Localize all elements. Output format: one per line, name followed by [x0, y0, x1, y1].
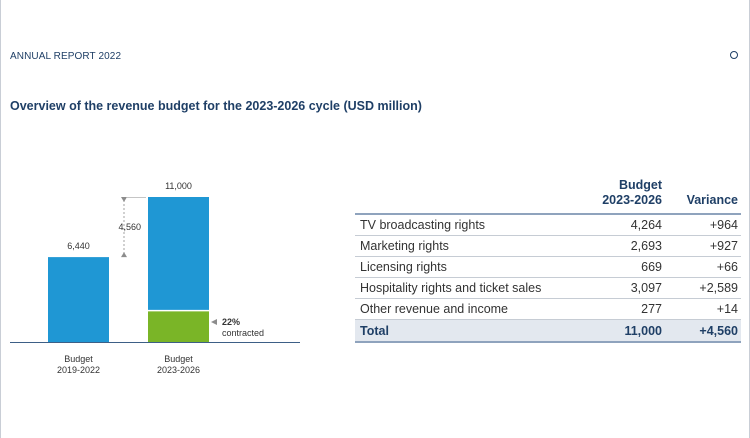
- category-label-line1: Budget: [64, 354, 93, 364]
- contracted-pointer-icon: [211, 319, 217, 326]
- total-variance: +4,560: [668, 319, 741, 343]
- budget-header-line2: 2023-2026: [602, 193, 662, 207]
- contracted-percent-label: 22%: [222, 317, 240, 327]
- variance-column-header: Variance: [668, 178, 741, 215]
- category-label-line2: 2023-2026: [157, 365, 200, 375]
- row-budget: 3,097: [572, 277, 668, 299]
- row-budget: 4,264: [572, 214, 668, 236]
- bar-contracted-segment: [148, 310, 209, 342]
- table-row: Hospitality rights and ticket sales 3,097…: [355, 277, 741, 299]
- increase-arrow-top-icon: [121, 197, 127, 202]
- row-variance: +964: [668, 214, 741, 236]
- table-row: Marketing rights 2,693 +927: [355, 235, 741, 257]
- revenue-table: Budget 2023-2026 Variance TV broadcastin…: [355, 178, 741, 343]
- row-variance: +927: [668, 235, 741, 257]
- increase-value-label: 4,560: [118, 222, 141, 232]
- row-budget: 2,693: [572, 235, 668, 257]
- chart-canvas: 6,440Budget2019-202211,000Budget2023-202…: [10, 181, 300, 375]
- bar-budget-2023-2026: [148, 197, 209, 311]
- row-variance: +14: [668, 298, 741, 320]
- category-label-line1: Budget: [164, 354, 193, 364]
- row-budget: 669: [572, 256, 668, 278]
- row-label: Hospitality rights and ticket sales: [355, 277, 572, 299]
- row-variance: +66: [668, 256, 741, 278]
- category-label-line2: 2019-2022: [57, 365, 100, 375]
- label-column-header: [355, 178, 572, 215]
- row-label: Licensing rights: [355, 256, 572, 278]
- bar-value-label: 6,440: [67, 241, 90, 251]
- row-variance: +2,589: [668, 277, 741, 299]
- row-label: Other revenue and income: [355, 298, 572, 320]
- table-total-row: Total 11,000 +4,560: [355, 319, 741, 343]
- budget-column-header: Budget 2023-2026: [572, 178, 668, 215]
- page-left-edge: [0, 0, 1, 438]
- bar-budget-2019-2022: [48, 257, 109, 342]
- increase-arrow-bottom-icon: [121, 252, 127, 258]
- table-header-row: Budget 2023-2026 Variance: [355, 178, 741, 215]
- budget-header-line1: Budget: [618, 178, 662, 192]
- row-label: TV broadcasting rights: [355, 214, 572, 236]
- nav-circle-icon[interactable]: [730, 51, 738, 59]
- row-budget: 277: [572, 298, 668, 320]
- report-label: ANNUAL REPORT 2022: [10, 51, 122, 62]
- bar-value-label: 11,000: [165, 181, 192, 191]
- table-body: TV broadcasting rights 4,264 +964 Marketing…: [355, 214, 741, 343]
- table-row: Licensing rights 669 +66: [355, 256, 741, 278]
- total-label: Total: [355, 319, 572, 343]
- total-budget: 11,000: [572, 319, 668, 343]
- table-row: TV broadcasting rights 4,264 +964: [355, 214, 741, 236]
- row-label: Marketing rights: [355, 235, 572, 257]
- table-row: Other revenue and income 277 +14: [355, 298, 741, 320]
- contracted-text-label: contracted: [222, 328, 264, 338]
- page-title: Overview of the revenue budget for the 2…: [10, 99, 422, 113]
- revenue-bar-chart: 6,440 Budget 2019-2022 11,000 Budget 2023-202…: [0, 170, 320, 410]
